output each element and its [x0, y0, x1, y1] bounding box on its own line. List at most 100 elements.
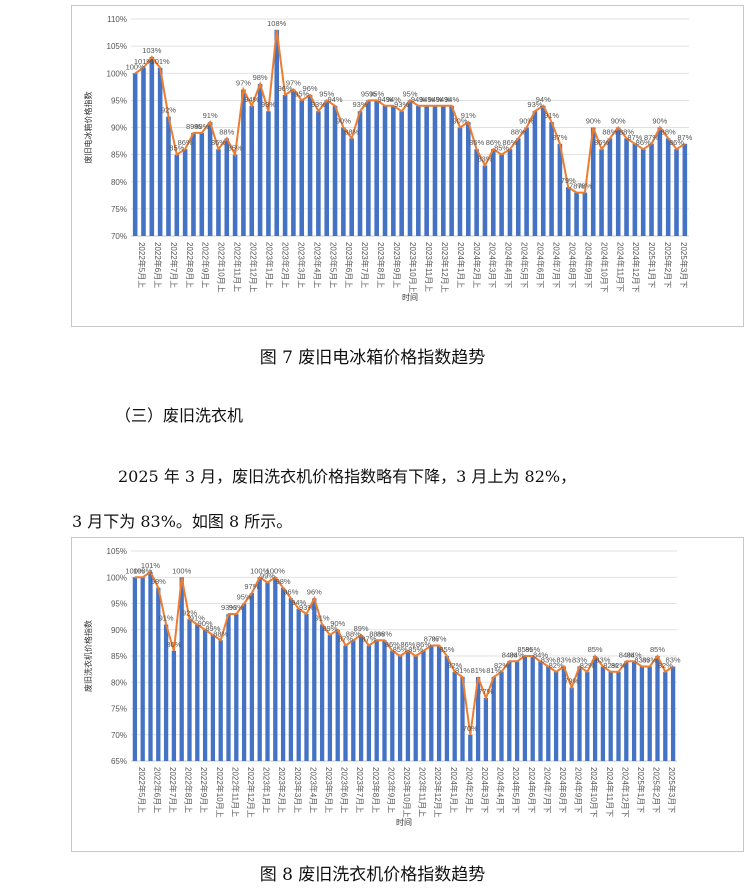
bar — [524, 127, 529, 236]
data-label: 94% — [244, 95, 259, 104]
bar — [590, 127, 596, 236]
data-label: 95% — [319, 89, 334, 98]
x-tick-label: 2024年2月上 — [464, 767, 474, 813]
x-tick-label: 2023年6月上 — [340, 767, 350, 813]
bar — [515, 138, 521, 236]
bar — [148, 572, 153, 761]
bar — [499, 671, 504, 761]
bar — [540, 105, 546, 236]
data-label: 88% — [602, 127, 617, 136]
data-label: 95% — [294, 89, 309, 98]
x-tick-label: 2024年12月下 — [631, 242, 641, 293]
bar — [174, 154, 180, 236]
bar — [574, 192, 579, 236]
x-tick-label: 2022年9月上 — [199, 767, 209, 813]
bar — [441, 105, 446, 236]
data-label: 91% — [190, 614, 205, 623]
x-tick-label: 2024年3月下 — [480, 767, 490, 813]
y-tick-label: 100% — [107, 69, 127, 78]
x-tick-label: 2024年7月下 — [542, 767, 552, 813]
data-label: 87% — [627, 133, 642, 142]
bar — [232, 154, 238, 236]
bar — [436, 645, 442, 761]
bar — [424, 105, 429, 236]
data-label: 88% — [219, 127, 234, 136]
data-label: 86% — [669, 138, 684, 147]
y-tick-label: 75% — [111, 205, 127, 214]
bar — [657, 127, 663, 236]
bar — [466, 122, 471, 236]
x-tick-label: 2023年4月上 — [312, 242, 322, 288]
y-tick-label: 70% — [111, 232, 127, 241]
x-tick-label: 2022年8月上 — [185, 242, 195, 288]
data-label: 100% — [126, 62, 146, 71]
bar — [397, 656, 403, 761]
x-tick-label: 2023年7月上 — [360, 242, 370, 288]
data-label: 85% — [439, 645, 454, 654]
x-tick-label: 2023年10月上 — [402, 767, 412, 818]
bar — [316, 111, 321, 236]
bar — [532, 111, 538, 236]
bar — [199, 132, 205, 236]
data-label: 96% — [278, 84, 293, 93]
bar — [468, 734, 473, 761]
data-label: 99% — [260, 572, 275, 581]
chart-refrigerator-price-index: 70% 75% 80% 85% 90% 95% 100% 105% 110% 100% 101% 10… — [71, 5, 744, 327]
bar — [413, 656, 418, 761]
x-tick-label: 2024年9月下 — [574, 767, 584, 813]
data-label: 94% — [436, 95, 451, 104]
bar — [682, 143, 688, 236]
data-label: 81% — [486, 666, 501, 675]
data-label: 82% — [447, 661, 462, 670]
data-label: 93% — [261, 100, 276, 109]
bar — [327, 635, 333, 761]
data-label: 88% — [619, 127, 634, 136]
data-label: 95% — [237, 593, 252, 602]
bar — [416, 105, 421, 236]
data-label: 101% — [151, 57, 171, 66]
bar — [429, 645, 434, 761]
bar — [335, 629, 340, 761]
data-label: 92% — [182, 608, 197, 617]
bar — [538, 661, 543, 761]
data-label: 83% — [642, 656, 657, 665]
y-tick-label: 90% — [111, 124, 127, 133]
bar — [226, 614, 231, 761]
data-label: 96% — [303, 84, 318, 93]
data-label: 94% — [378, 95, 393, 104]
bar — [452, 671, 457, 761]
x-tick-label: 2025年2月下 — [652, 767, 662, 813]
data-label: 86% — [486, 138, 501, 147]
bar — [132, 577, 138, 761]
x-tick-label: 2023年2月上 — [281, 242, 291, 288]
x-tick-label: 2023年9月上 — [386, 767, 396, 813]
x-tick-label: 2024年6月下 — [527, 767, 537, 813]
bar — [391, 105, 396, 236]
y-axis-title: 废旧电冰箱价格指数 — [83, 92, 93, 164]
data-label: 90% — [198, 619, 213, 628]
x-tick-label: 2023年6月上 — [344, 242, 354, 288]
bar — [474, 149, 479, 236]
data-label: 91% — [159, 614, 174, 623]
bar — [655, 656, 660, 761]
bar — [592, 656, 598, 761]
data-label: 83% — [634, 656, 649, 665]
data-label: 90% — [586, 117, 601, 126]
data-label: 91% — [203, 111, 218, 120]
bar — [639, 666, 645, 761]
bar — [399, 111, 404, 236]
bar — [674, 149, 679, 236]
y-axis-title: 废旧洗衣机价格指数 — [83, 620, 93, 692]
bar — [304, 614, 309, 761]
data-label: 93% — [311, 100, 326, 109]
data-label: 100% — [266, 566, 286, 575]
bar — [257, 84, 263, 236]
data-label: 86% — [166, 640, 181, 649]
bar — [457, 127, 463, 236]
data-label: 92% — [161, 106, 176, 115]
bar — [616, 671, 621, 761]
bar — [288, 598, 294, 761]
data-label: 93% — [394, 100, 409, 109]
data-label: 100% — [133, 566, 153, 575]
bar — [187, 619, 192, 761]
